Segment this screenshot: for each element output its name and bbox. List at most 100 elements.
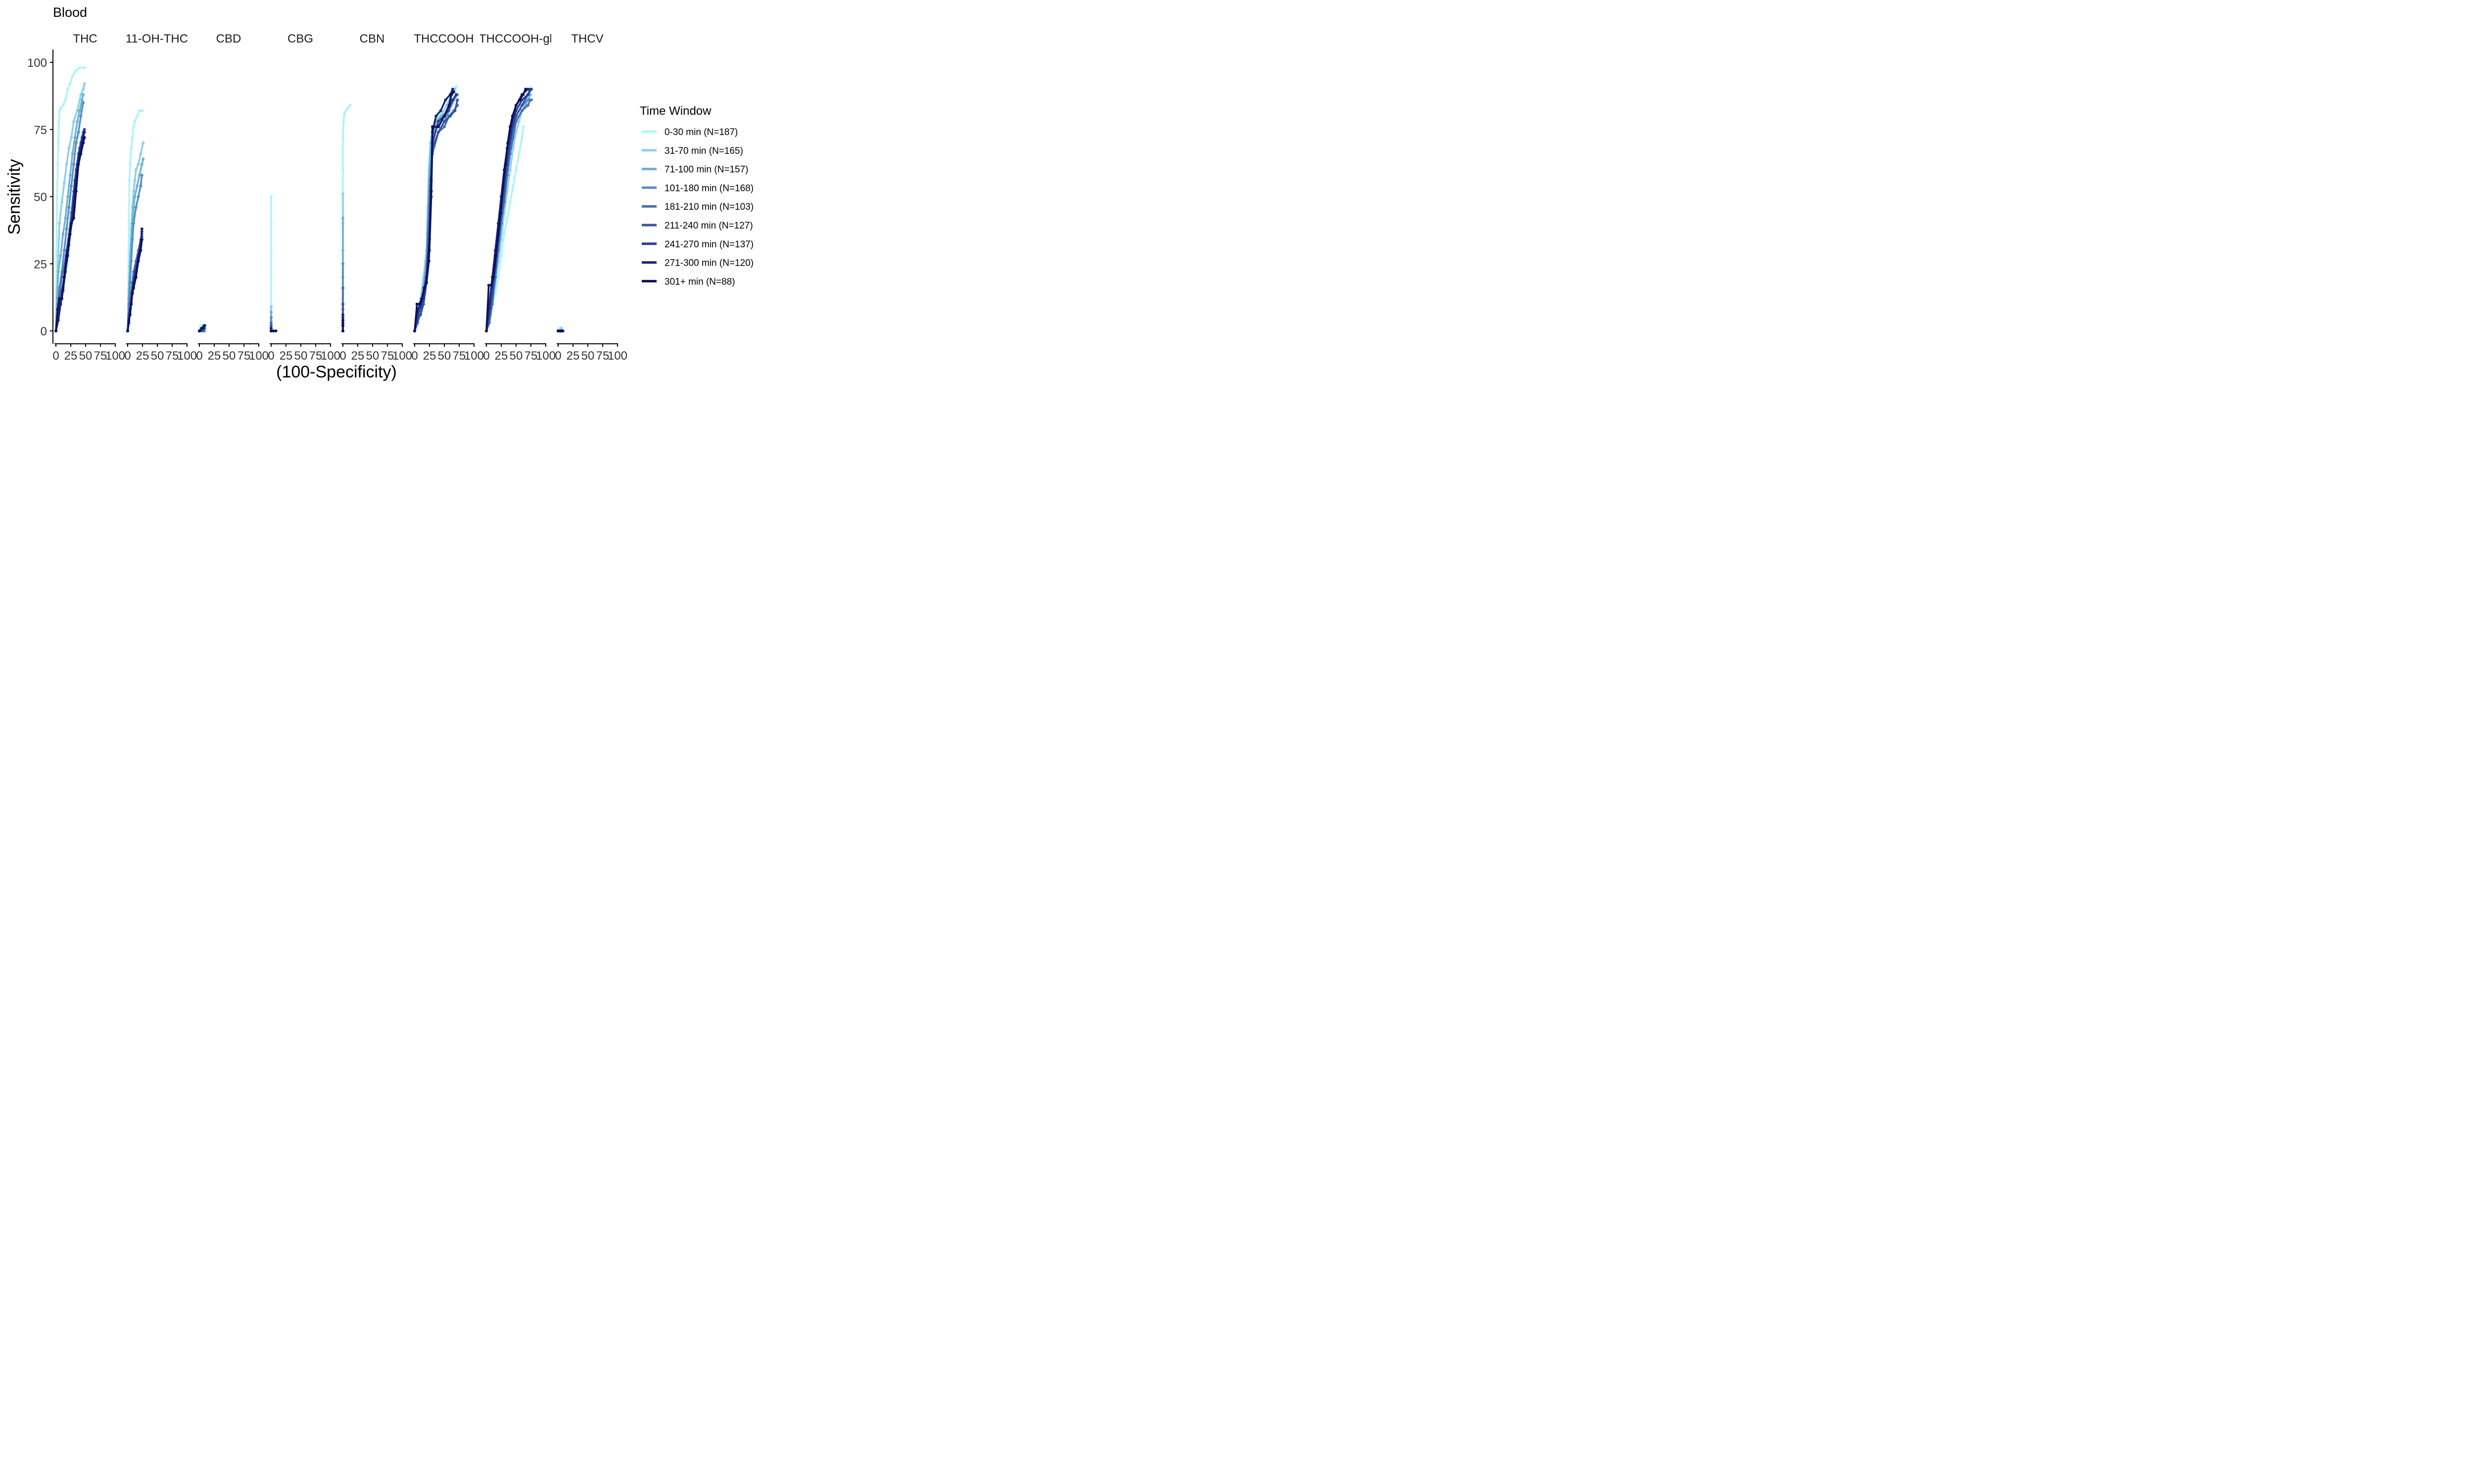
data-point: [509, 125, 512, 129]
data-point: [127, 319, 131, 322]
data-point: [128, 163, 132, 166]
data-point: [64, 98, 67, 101]
data-point: [77, 163, 80, 166]
data-point: [127, 222, 131, 225]
y-tick-label: 50: [34, 191, 47, 204]
data-point: [60, 297, 63, 300]
data-point: [427, 259, 430, 263]
data-point: [434, 114, 438, 118]
data-point: [270, 321, 273, 325]
data-point: [515, 103, 518, 107]
data-point: [140, 163, 143, 166]
data-point: [526, 88, 529, 91]
x-tick-label: 0: [339, 349, 346, 363]
data-point: [506, 216, 509, 220]
data-point: [447, 103, 451, 107]
data-point: [494, 254, 498, 257]
series-line: [485, 88, 526, 332]
data-point: [130, 302, 133, 306]
data-point: [128, 179, 131, 182]
data-point: [62, 276, 66, 279]
data-point: [504, 163, 507, 166]
data-point: [132, 286, 135, 290]
data-point: [344, 109, 347, 112]
chart-title: Blood: [53, 5, 87, 20]
data-point: [128, 281, 132, 284]
data-point: [68, 174, 72, 177]
data-point: [140, 238, 143, 241]
series-line: [127, 174, 143, 332]
data-point: [444, 98, 447, 101]
data-point: [131, 136, 134, 139]
facet-label: THCCOOH-gl: [479, 32, 552, 46]
data-point: [522, 93, 525, 96]
data-point: [341, 262, 344, 266]
data-point: [341, 136, 344, 139]
x-tick-label: 0: [268, 349, 274, 363]
series-line: [127, 238, 143, 332]
data-point: [341, 192, 344, 196]
data-point: [130, 146, 133, 150]
x-tick-label: 25: [208, 349, 221, 363]
data-point: [423, 286, 426, 290]
data-point: [343, 112, 346, 115]
data-point: [512, 146, 515, 150]
data-point: [452, 90, 456, 93]
x-tick-label: 25: [567, 349, 580, 363]
data-point: [72, 163, 75, 166]
data-point: [59, 254, 62, 257]
data-point: [270, 249, 273, 252]
data-point: [557, 329, 560, 332]
faceted-roc-chart: Blood (100-Specificity) Sensitivity Time…: [5, 5, 754, 381]
data-point: [62, 249, 66, 252]
x-tick-label: 50: [438, 349, 451, 363]
data-point: [341, 168, 344, 172]
data-point: [72, 120, 75, 123]
x-tick-label: 75: [524, 349, 538, 363]
data-point: [59, 302, 62, 306]
data-point: [60, 276, 63, 279]
data-point: [500, 238, 503, 241]
data-point: [54, 329, 57, 332]
series-line: [485, 99, 531, 332]
data-point: [450, 93, 453, 96]
legend: 0-30 min (N=187) 31-70 min (N=165) 71-100 …: [642, 127, 754, 287]
data-point: [70, 184, 73, 187]
x-tick-label: 0: [555, 349, 561, 363]
legend-label: 71-100 min (N=157): [665, 165, 749, 175]
facet-label: CBD: [216, 32, 241, 46]
x-tick-label: 75: [238, 349, 251, 363]
data-point: [503, 232, 506, 236]
x-tick-label: 50: [510, 349, 523, 363]
data-point: [451, 98, 454, 101]
x-tick-label: 100: [321, 349, 340, 363]
data-point: [139, 249, 143, 252]
data-point: [515, 131, 518, 134]
data-point: [65, 254, 68, 257]
data-point: [443, 125, 446, 129]
data-point: [58, 297, 61, 300]
data-point: [431, 125, 434, 129]
data-point: [140, 109, 143, 112]
y-tick-label: 25: [34, 258, 47, 271]
x-tick-label: 25: [423, 349, 436, 363]
data-point: [83, 131, 86, 134]
data-point: [560, 326, 564, 330]
legend-label: 301+ min (N=88): [665, 277, 735, 287]
data-point: [78, 109, 81, 112]
data-point: [509, 200, 512, 204]
data-point: [140, 227, 143, 231]
data-point: [341, 249, 344, 252]
data-point: [138, 109, 141, 112]
legend-label: 211-240 min (N=127): [665, 221, 753, 231]
data-point: [83, 66, 86, 69]
data-point: [80, 98, 84, 101]
data-point: [522, 125, 525, 129]
data-point: [138, 174, 141, 177]
data-point: [137, 163, 140, 166]
x-tick-label: 100: [392, 349, 412, 363]
data-point: [341, 319, 344, 322]
data-point: [270, 276, 273, 279]
